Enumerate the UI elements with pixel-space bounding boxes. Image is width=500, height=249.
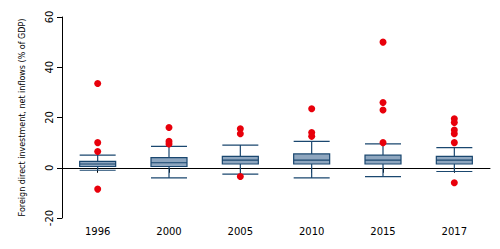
svg-text:-20: -20 [44,210,55,226]
svg-text:2017: 2017 [442,226,467,237]
svg-text:2010: 2010 [299,226,324,237]
svg-text:60: 60 [44,11,55,24]
svg-text:0: 0 [44,165,55,171]
svg-text:20: 20 [44,111,55,124]
svg-text:1996: 1996 [85,226,110,237]
svg-text:40: 40 [44,61,55,74]
svg-text:2005: 2005 [228,226,253,237]
svg-text:2015: 2015 [370,226,395,237]
svg-text:2000: 2000 [156,226,181,237]
svg-text:Foreign direct investment, net: Foreign direct investment, net inflows (… [18,19,27,217]
